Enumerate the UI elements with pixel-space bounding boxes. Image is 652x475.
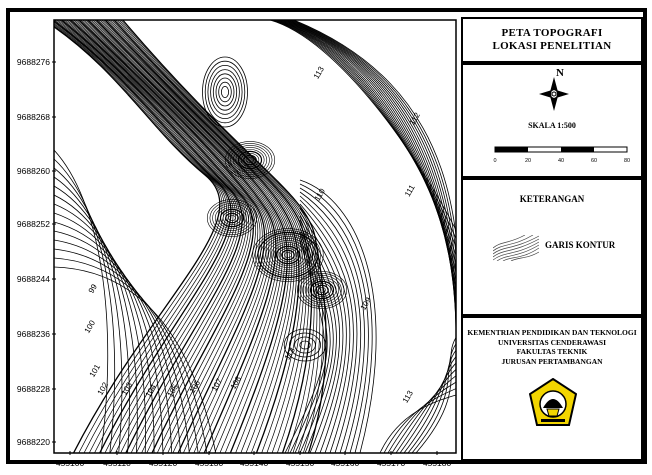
y-axis-label: 9688228 [17,384,50,394]
x-axis-label: 455140 [240,458,269,468]
map-title-line-1: PETA TOPOGRAFI [501,27,603,39]
y-axis-label: 9688220 [17,437,50,447]
scale-label: SKALA 1:500 [528,121,576,130]
scale-tick-label: 40 [558,158,564,164]
map-border [53,19,457,454]
y-axis-labels: 9688276 9688268 9688260 9688252 9688244 96882… [17,57,56,447]
scale-tick-label: 60 [591,158,597,164]
x-axis-label: 455170 [377,458,406,468]
x-axis-label: 455130 [195,458,224,468]
north-arrow-icon [539,77,569,111]
y-axis-label: 9688260 [17,166,50,176]
x-axis-label: 455160 [331,458,360,468]
university-logo-icon [529,378,577,426]
scale-tick-label: 0 [493,158,496,164]
scale-tick-label: 20 [525,158,531,164]
x-axis-label: 455100 [56,458,85,468]
scale-bar: 0 20 40 60 80 [493,146,630,164]
institution-line-4: JURUSAN PERTAMBANGAN [501,356,603,366]
y-axis-label: 9688268 [17,112,50,122]
x-axis-label: 455150 [286,458,315,468]
map-title-line-2: LOKASI PENELITIAN [492,40,612,52]
north-scale-panel: N SKALA 1:500 0 20 40 60 80 [461,63,643,178]
x-axis-labels: 455100 455110 455120 455130 455140 455150 4551… [56,451,452,468]
north-label: N [556,67,564,79]
x-axis-label: 455110 [103,458,131,468]
contour-line-legend-icon [493,235,539,261]
legend-title: KETERANGAN [519,194,585,204]
y-axis-label: 9688276 [17,57,50,67]
scale-tick-label: 80 [624,158,630,164]
contour-lines [54,20,456,453]
legend-panel: KETERANGAN GARIS KONTUR [461,178,643,316]
y-axis-label: 9688236 [17,329,50,339]
institution-line-1: KEMENTRIAN PENDIDIKAN DAN TEKNOLOGI [467,328,637,337]
x-axis-label: 455120 [149,458,178,468]
institution-line-3: FAKULTAS TEKNIK [516,347,588,356]
institution-line-2: UNIVERSITAS CENDERAWASI [497,337,606,347]
institution-panel: KEMENTRIAN PENDIDIKAN DAN TEKNOLOGI UNIV… [461,316,643,461]
title-panel: PETA TOPOGRAFI LOKASI PENELITIAN [461,17,643,63]
x-axis-label: 455180 [423,458,452,468]
y-axis-label: 9688252 [17,219,50,229]
legend-item-contour: GARIS KONTUR [545,240,616,250]
y-axis-label: 9688244 [17,274,50,284]
